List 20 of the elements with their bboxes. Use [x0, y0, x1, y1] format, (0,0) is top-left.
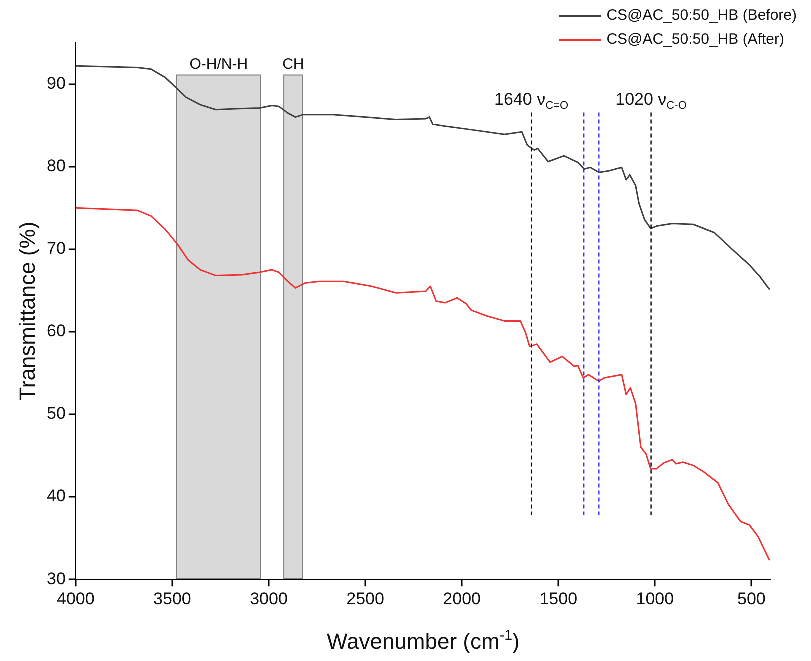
band-label: O-H/N-H	[190, 56, 248, 74]
y-tick-label: 80	[46, 156, 66, 176]
x-tick-label: 4000	[56, 589, 95, 608]
y-tick-label: 90	[46, 74, 66, 93]
legend-label: CS@AC_50:50_HB (After)	[606, 30, 784, 50]
y-tick-label: 40	[46, 486, 66, 506]
x-tick-label: 1500	[540, 589, 578, 608]
x-tick-label: 1000	[636, 589, 674, 608]
y-tick-label: 30	[46, 569, 66, 588]
band-label: CH	[282, 56, 304, 74]
x-tick-label: 500	[738, 589, 766, 608]
legend-label: CS@AC_50:50_HB (Before)	[606, 6, 797, 26]
x-tick-label: 3000	[250, 589, 288, 608]
y-tick-label: 50	[46, 404, 66, 424]
y-tick-label: 70	[46, 239, 66, 258]
x-tick-label: 2500	[346, 589, 384, 608]
y-tick-label: 60	[46, 322, 66, 341]
x-tick-label: 2000	[443, 589, 481, 608]
x-tick-label: 3500	[154, 589, 192, 608]
y-axis-title: Transmittance (%)	[15, 222, 40, 401]
